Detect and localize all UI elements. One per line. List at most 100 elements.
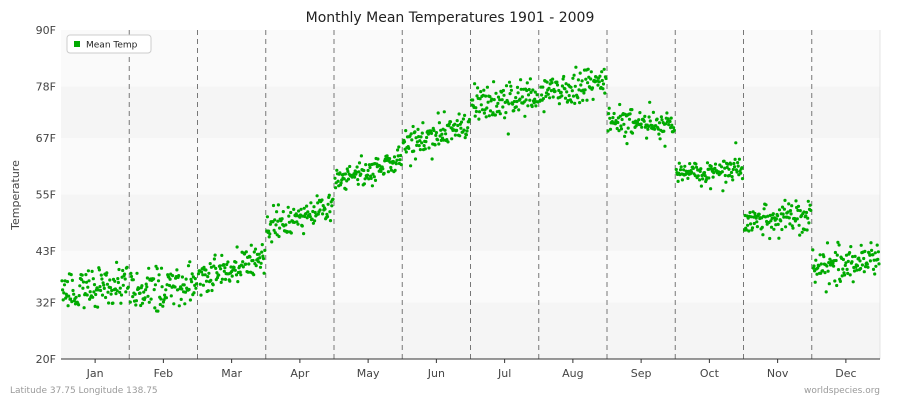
data-point bbox=[682, 168, 686, 172]
data-point bbox=[60, 279, 64, 283]
data-point bbox=[158, 302, 162, 307]
data-point bbox=[528, 77, 533, 81]
data-point bbox=[520, 95, 525, 99]
data-point bbox=[594, 75, 598, 79]
data-point bbox=[115, 289, 119, 293]
data-point bbox=[640, 125, 644, 129]
data-point bbox=[555, 83, 560, 87]
data-point bbox=[859, 266, 863, 271]
data-point bbox=[177, 274, 181, 278]
data-point bbox=[220, 277, 224, 281]
data-point bbox=[462, 128, 466, 132]
data-point bbox=[871, 267, 876, 271]
data-point bbox=[204, 268, 208, 272]
data-point bbox=[611, 116, 615, 120]
data-point bbox=[548, 96, 552, 100]
data-point bbox=[210, 288, 214, 293]
data-point bbox=[565, 90, 569, 94]
data-point bbox=[680, 178, 685, 182]
data-point bbox=[848, 251, 852, 255]
data-point bbox=[212, 264, 216, 268]
data-point bbox=[853, 254, 857, 258]
data-point bbox=[601, 82, 606, 86]
data-point bbox=[822, 255, 826, 259]
data-point bbox=[246, 270, 250, 274]
data-point bbox=[585, 98, 589, 102]
data-point bbox=[485, 106, 489, 110]
data-point bbox=[488, 95, 492, 99]
data-point bbox=[284, 223, 288, 227]
data-point bbox=[657, 121, 662, 125]
data-point bbox=[586, 81, 590, 85]
data-point bbox=[597, 80, 601, 84]
data-point bbox=[713, 162, 718, 166]
data-point bbox=[495, 104, 499, 108]
data-point bbox=[199, 293, 203, 297]
data-point bbox=[226, 260, 230, 264]
data-point bbox=[645, 136, 649, 140]
data-point bbox=[249, 243, 253, 247]
data-point bbox=[651, 110, 656, 114]
data-point bbox=[108, 278, 112, 282]
data-point bbox=[533, 97, 537, 101]
data-point bbox=[429, 129, 433, 133]
data-point bbox=[484, 115, 488, 119]
data-point bbox=[71, 288, 75, 293]
data-point bbox=[142, 290, 146, 294]
data-point bbox=[769, 219, 773, 223]
data-point bbox=[467, 117, 472, 122]
data-point bbox=[233, 268, 237, 272]
data-point bbox=[371, 172, 375, 176]
data-point bbox=[239, 273, 243, 277]
data-point bbox=[650, 124, 654, 128]
data-point bbox=[188, 260, 192, 264]
data-point bbox=[201, 273, 205, 277]
data-point bbox=[572, 73, 576, 77]
data-point bbox=[509, 88, 513, 92]
data-point bbox=[754, 216, 758, 220]
data-point bbox=[388, 157, 392, 161]
data-point bbox=[416, 127, 420, 131]
data-point bbox=[206, 289, 210, 293]
data-point bbox=[796, 208, 800, 212]
data-point bbox=[418, 139, 422, 143]
data-point bbox=[870, 248, 874, 252]
data-point bbox=[316, 201, 320, 205]
data-point bbox=[99, 273, 103, 277]
data-point bbox=[140, 301, 145, 305]
data-point bbox=[619, 127, 624, 131]
data-point bbox=[84, 280, 89, 284]
data-point bbox=[589, 77, 593, 81]
data-point bbox=[843, 273, 847, 277]
data-point bbox=[722, 159, 726, 163]
data-point bbox=[794, 199, 798, 203]
data-point bbox=[183, 302, 187, 306]
data-point bbox=[492, 80, 496, 84]
data-point bbox=[69, 273, 73, 277]
data-point bbox=[709, 187, 713, 191]
data-point bbox=[81, 280, 86, 284]
data-point bbox=[171, 274, 175, 278]
data-point bbox=[732, 161, 736, 166]
data-point bbox=[354, 170, 359, 174]
data-point bbox=[404, 129, 408, 133]
data-point bbox=[795, 217, 799, 221]
data-point bbox=[566, 99, 570, 103]
data-point bbox=[779, 219, 783, 223]
data-point bbox=[662, 129, 666, 133]
data-point bbox=[260, 250, 264, 254]
data-point bbox=[281, 210, 285, 214]
data-point bbox=[691, 166, 696, 170]
data-point bbox=[531, 88, 535, 92]
data-point bbox=[392, 155, 397, 159]
data-point bbox=[497, 109, 501, 113]
data-point bbox=[817, 264, 821, 268]
data-point bbox=[873, 272, 877, 276]
data-point bbox=[638, 111, 642, 115]
data-point bbox=[551, 77, 555, 81]
data-point bbox=[241, 260, 245, 264]
data-point bbox=[827, 261, 831, 265]
data-point bbox=[736, 161, 740, 165]
data-point bbox=[137, 287, 141, 291]
data-point bbox=[194, 286, 198, 290]
